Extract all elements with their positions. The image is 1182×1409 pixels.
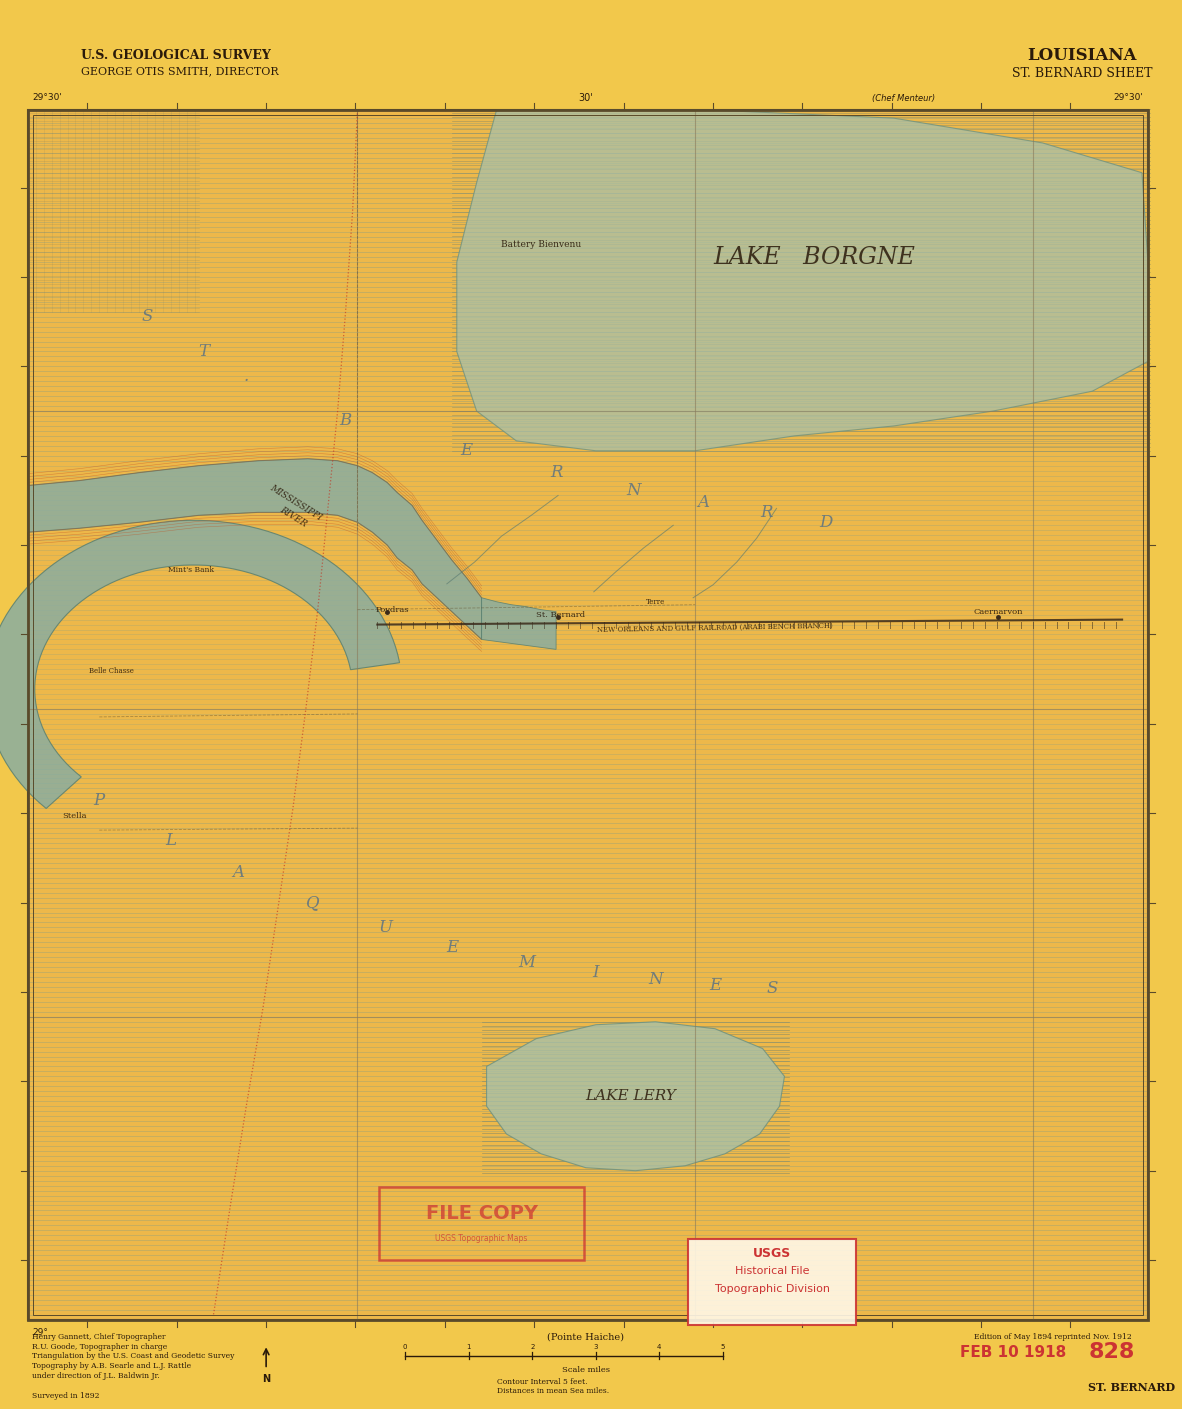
Text: 29°: 29° [33,1327,48,1337]
Text: Scale miles: Scale miles [561,1367,610,1374]
Text: 30': 30' [578,93,593,103]
Text: Mint's Bank: Mint's Bank [168,566,214,573]
Text: S: S [767,981,778,998]
Text: Contour Interval 5 feet.: Contour Interval 5 feet. [496,1378,587,1386]
Text: FEB 10 1918: FEB 10 1918 [960,1346,1066,1360]
Polygon shape [481,597,556,650]
Text: .: . [243,368,249,385]
Text: Q: Q [306,895,319,912]
Text: 29°30': 29°30' [1113,93,1143,103]
Text: R.U. Goode, Topographer in charge: R.U. Goode, Topographer in charge [32,1343,167,1350]
Text: 3: 3 [593,1344,598,1350]
Text: USGS Topographic Maps: USGS Topographic Maps [435,1234,528,1243]
Text: Triangulation by the U.S. Coast and Geodetic Survey: Triangulation by the U.S. Coast and Geod… [32,1353,234,1361]
Polygon shape [28,459,481,640]
Bar [28,110,1148,1320]
Text: Topographic Division: Topographic Division [715,1284,830,1293]
Text: 1: 1 [467,1344,470,1350]
Text: Historical File: Historical File [735,1267,810,1277]
Text: P: P [93,792,105,809]
Text: B: B [339,413,352,430]
Text: NEW ORLEANS AND GULF RAILROAD (ARABI BENCH BRANCH): NEW ORLEANS AND GULF RAILROAD (ARABI BEN… [597,621,833,634]
Text: N: N [648,971,663,988]
Text: A: A [697,495,709,511]
Text: D: D [819,514,833,531]
Text: 0: 0 [403,1344,408,1350]
Text: T: T [199,342,209,359]
Text: ST. BERNARD SHEET: ST. BERNARD SHEET [1012,68,1152,80]
Text: N: N [262,1374,271,1384]
Text: (Pointe Haiche): (Pointe Haiche) [547,1333,624,1341]
Text: E: E [446,938,457,955]
Text: M: M [518,954,534,971]
Bar [28,110,1148,1320]
Text: ST. BERNARD: ST. BERNARD [1089,1382,1176,1394]
Text: U: U [378,919,392,936]
Text: R: R [550,464,563,480]
Text: USGS: USGS [753,1247,791,1260]
FancyBboxPatch shape [688,1240,856,1324]
Text: U.S. GEOLOGICAL SURVEY: U.S. GEOLOGICAL SURVEY [82,49,272,62]
Text: LAKE LERY: LAKE LERY [585,1089,676,1103]
Text: 29°30': 29°30' [33,93,63,103]
Text: Caernarvon: Caernarvon [973,607,1022,616]
Text: Edition of May 1894 reprinted Nov. 1912: Edition of May 1894 reprinted Nov. 1912 [974,1333,1131,1340]
Text: Topography by A.B. Searle and L.J. Rattle: Topography by A.B. Searle and L.J. Rattl… [32,1363,191,1371]
Text: E: E [461,442,473,459]
Text: R: R [760,504,773,521]
Text: N: N [626,482,641,499]
Text: under direction of J.L. Baldwin Jr.: under direction of J.L. Baldwin Jr. [32,1372,160,1381]
Text: 828: 828 [1089,1343,1136,1363]
Text: (Chef Menteur): (Chef Menteur) [872,94,935,103]
Text: RIVER: RIVER [278,506,309,530]
Text: A: A [233,864,245,881]
Text: GEORGE OTIS SMITH, DIRECTOR: GEORGE OTIS SMITH, DIRECTOR [82,66,279,76]
Bar [33,116,1143,1315]
Text: Belle Chasse: Belle Chasse [89,668,134,675]
Text: Distances in mean Sea miles.: Distances in mean Sea miles. [496,1388,609,1395]
Text: Stella: Stella [63,812,86,820]
Text: 5: 5 [721,1344,725,1350]
Text: Henry Gannett, Chief Topographer: Henry Gannett, Chief Topographer [32,1333,165,1340]
Text: LAKE   BORGNE: LAKE BORGNE [713,245,915,269]
Text: Terre: Terre [645,597,665,606]
Text: Poydras: Poydras [376,606,409,614]
Text: 2: 2 [530,1344,534,1350]
Polygon shape [487,1022,785,1171]
Polygon shape [456,110,1148,451]
Text: St. Bernard: St. Bernard [537,610,585,619]
Text: I: I [592,964,599,981]
Text: LOUISIANA: LOUISIANA [1027,46,1137,63]
Text: Surveyed in 1892: Surveyed in 1892 [32,1392,99,1401]
Text: Battery Bienvenu: Battery Bienvenu [501,240,582,249]
Text: 4: 4 [657,1344,662,1350]
Text: FILE COPY: FILE COPY [426,1203,538,1223]
Text: E: E [709,976,721,993]
Text: MISSISSIPPI: MISSISSIPPI [268,483,324,521]
Text: L: L [165,831,176,848]
Text: S: S [142,309,152,325]
Polygon shape [0,520,400,809]
